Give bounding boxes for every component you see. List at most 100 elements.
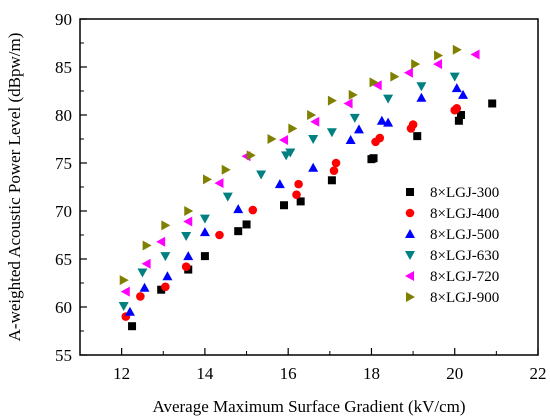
series-3 bbox=[118, 72, 460, 312]
data-point bbox=[161, 282, 170, 292]
y-tick-label: 90 bbox=[55, 10, 72, 29]
legend-marker bbox=[405, 229, 415, 238]
data-point bbox=[199, 227, 210, 237]
data-point bbox=[246, 150, 256, 161]
data-point bbox=[256, 170, 267, 180]
series-2 bbox=[124, 83, 469, 316]
data-point bbox=[139, 282, 150, 292]
data-point bbox=[331, 158, 341, 168]
data-point bbox=[202, 174, 212, 185]
data-point bbox=[383, 117, 394, 127]
data-point bbox=[452, 103, 462, 113]
data-point bbox=[267, 134, 277, 144]
data-point bbox=[142, 240, 152, 251]
data-point bbox=[434, 50, 444, 61]
data-point bbox=[408, 120, 418, 129]
y-axis-label: A-weighted Acoustic Power Level (dBpw/m) bbox=[5, 33, 24, 342]
data-point bbox=[120, 286, 130, 297]
data-point bbox=[375, 133, 385, 143]
legend-label: 8×LGJ-630 bbox=[430, 248, 499, 264]
data-point bbox=[349, 113, 360, 123]
data-point bbox=[183, 216, 193, 227]
data-point bbox=[118, 302, 129, 312]
data-point bbox=[128, 322, 137, 331]
series-4 bbox=[120, 49, 480, 297]
data-point bbox=[156, 236, 166, 247]
data-point bbox=[449, 72, 460, 82]
data-point bbox=[470, 49, 480, 60]
data-point bbox=[242, 220, 251, 229]
data-point bbox=[329, 166, 339, 175]
data-point bbox=[452, 44, 462, 55]
data-point bbox=[416, 82, 427, 92]
y-tick-label: 65 bbox=[55, 250, 72, 269]
legend-label: 8×LGJ-300 bbox=[430, 185, 499, 201]
legend-label: 8×LGJ-720 bbox=[430, 269, 499, 285]
data-point bbox=[183, 251, 194, 261]
legend: 8×LGJ-300 8×LGJ-400 8×LGJ-500 8×LGJ-630 8×LG… bbox=[405, 185, 499, 306]
data-point bbox=[345, 134, 356, 144]
x-tick-label: 12 bbox=[113, 364, 130, 383]
data-point bbox=[181, 231, 192, 241]
data-point bbox=[376, 115, 387, 125]
data-point bbox=[160, 252, 171, 262]
data-point bbox=[353, 124, 364, 134]
data-point bbox=[348, 89, 358, 100]
data-point bbox=[200, 252, 209, 261]
data-point bbox=[285, 148, 296, 158]
data-point bbox=[413, 132, 422, 141]
data-point bbox=[292, 190, 301, 199]
data-point bbox=[433, 59, 443, 70]
x-tick-label: 22 bbox=[530, 364, 547, 383]
legend-marker bbox=[405, 271, 414, 281]
x-tick-label: 20 bbox=[446, 364, 463, 383]
data-point bbox=[488, 99, 497, 108]
data-point bbox=[454, 116, 463, 125]
data-point bbox=[369, 77, 379, 88]
data-point bbox=[343, 98, 353, 109]
series-0 bbox=[128, 99, 497, 331]
legend-marker bbox=[405, 208, 415, 218]
data-point bbox=[221, 164, 231, 175]
data-point bbox=[403, 67, 413, 78]
data-point bbox=[327, 95, 337, 106]
data-point bbox=[458, 89, 469, 99]
data-point bbox=[136, 292, 145, 301]
data-point bbox=[279, 134, 289, 145]
y-tick-label: 80 bbox=[55, 106, 72, 125]
y-tick-label: 70 bbox=[55, 202, 72, 221]
legend-label: 8×LGJ-900 bbox=[430, 290, 499, 306]
data-point bbox=[141, 258, 151, 269]
x-tick-label: 16 bbox=[280, 364, 297, 383]
data-point bbox=[248, 205, 258, 215]
data-point bbox=[327, 176, 336, 185]
data-point bbox=[233, 204, 244, 214]
data-point bbox=[416, 92, 427, 102]
legend-label: 8×LGJ-400 bbox=[430, 206, 499, 222]
y-tick-label: 55 bbox=[55, 346, 72, 365]
data-point bbox=[184, 206, 194, 216]
data-point bbox=[310, 116, 320, 127]
data-point bbox=[215, 230, 224, 240]
data-point bbox=[162, 271, 173, 281]
data-point bbox=[161, 220, 171, 231]
data-point bbox=[119, 275, 129, 286]
y-tick-label: 75 bbox=[55, 154, 72, 173]
data-point bbox=[199, 214, 210, 224]
data-point bbox=[383, 94, 394, 104]
data-point bbox=[307, 110, 317, 120]
series-5 bbox=[119, 44, 462, 286]
data-point bbox=[157, 285, 166, 294]
data-point bbox=[308, 162, 319, 172]
series-1 bbox=[121, 103, 462, 321]
data-point bbox=[308, 135, 319, 144]
data-point bbox=[288, 123, 298, 134]
x-tick-label: 18 bbox=[363, 364, 380, 383]
data-point bbox=[222, 192, 233, 202]
data-point bbox=[451, 83, 462, 93]
data-point bbox=[411, 59, 421, 70]
data-point bbox=[456, 111, 465, 119]
data-point bbox=[369, 154, 378, 163]
data-point bbox=[326, 128, 337, 138]
